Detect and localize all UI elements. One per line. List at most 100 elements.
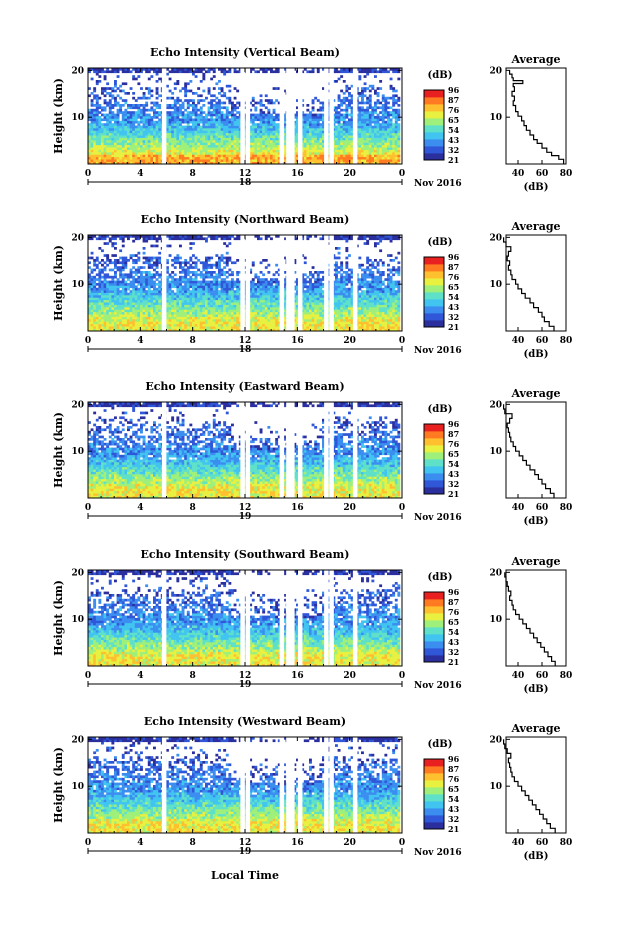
heatmap-cell [392, 152, 396, 155]
heatmap-cell [311, 307, 315, 310]
heatmap-cell [119, 140, 123, 143]
heatmap-cell [199, 118, 203, 122]
heatmap-cell [309, 326, 312, 329]
heatmap-cell [379, 135, 383, 138]
heatmap-cell [127, 142, 130, 146]
heatmap-cell [114, 304, 117, 308]
heatmap-cell [173, 140, 177, 143]
heatmap-cell [249, 70, 253, 74]
heatmap-cell [223, 161, 227, 165]
heatmap-cell [215, 156, 219, 160]
heatmap-cell [147, 328, 151, 332]
heatmap-cell [381, 328, 385, 332]
heatmap-cell [335, 309, 338, 313]
heatmap-cell [236, 326, 240, 329]
heatmap-cell [303, 125, 307, 129]
heatmap-cell [95, 304, 99, 308]
heatmap-cell [340, 75, 344, 78]
heatmap-cell [155, 311, 159, 315]
heatmap-cell [374, 68, 377, 71]
heatmap-cell [350, 140, 354, 143]
heatmap-cell [267, 116, 271, 119]
heatmap-cell [106, 68, 110, 71]
heatmap-cell [309, 302, 312, 305]
heatmap-cell [389, 140, 393, 143]
heatmap-cell [218, 120, 221, 124]
heatmap-cell [337, 125, 341, 129]
heatmap-cell [168, 118, 172, 122]
heatmap-cell [358, 147, 362, 150]
heatmap-cell [137, 142, 141, 146]
heatmap-cell [140, 125, 143, 129]
heatmap-cell [98, 311, 102, 315]
heatmap-cell [384, 144, 388, 148]
heatmap-cell [236, 309, 240, 313]
heatmap-cell [142, 307, 146, 310]
heatmap-cell [231, 111, 234, 114]
heatmap-cell [93, 125, 97, 129]
heatmap-cell [231, 104, 234, 107]
heatmap-cell [394, 128, 398, 131]
heatmap-cell [114, 82, 117, 86]
heatmap-cell [366, 149, 370, 153]
heatmap-cell [189, 156, 193, 160]
heatmap-cell [384, 128, 388, 131]
heatmap-cell [244, 120, 247, 124]
heatmap-cell [381, 156, 385, 160]
heatmap-cell [134, 154, 138, 158]
heatmap-cell [231, 116, 234, 119]
heatmap-cell [350, 120, 354, 124]
heatmap-cell [103, 118, 107, 122]
heatmap-cell [127, 68, 130, 71]
heatmap-cell [231, 144, 234, 148]
heatmap-cell [225, 326, 229, 329]
heatmap-cell [225, 161, 229, 165]
heatmap-cell [119, 84, 123, 88]
heatmap-cell [129, 154, 133, 158]
heatmap-cell [119, 89, 123, 93]
heatmap-cell [189, 144, 193, 148]
heatmap-cell [205, 123, 208, 126]
heatmap-cell [345, 321, 349, 325]
heatmap-cell [368, 94, 372, 98]
heatmap-cell [322, 68, 325, 71]
heatmap-cell [171, 125, 175, 129]
heatmap-cell [166, 307, 169, 310]
heatmap-cell [88, 123, 91, 126]
heatmap-cell [272, 299, 276, 303]
heatmap-cell [272, 156, 276, 160]
colorbar-segment [424, 146, 444, 154]
heatmap-cell [95, 316, 99, 320]
heatmap-cell [363, 326, 367, 329]
heatmap-cell [127, 135, 130, 138]
heatmap-cell [181, 68, 185, 71]
heatmap-cell [140, 120, 143, 124]
heatmap-cell [184, 137, 188, 141]
heatmap-cell [218, 130, 221, 134]
heatmap-cell [142, 321, 146, 325]
heatmap-cell [301, 307, 305, 310]
heatmap-cell [88, 144, 91, 148]
heatmap-cell [137, 123, 141, 126]
heatmap-cell [394, 154, 398, 158]
heatmap-cell [249, 311, 253, 315]
heatmap-cell [155, 161, 159, 165]
heatmap-cell [142, 299, 146, 303]
heatmap-cell [309, 309, 312, 313]
heatmap-cell [259, 152, 263, 155]
heatmap-cell [153, 321, 156, 325]
heatmap-cell [270, 120, 273, 124]
heatmap-cell [186, 307, 190, 310]
heatmap-cell [270, 311, 273, 315]
heatmap-cell [275, 149, 279, 153]
heatmap-cell [251, 309, 255, 313]
heatmap-cell [311, 68, 315, 71]
heatmap-cell [249, 137, 253, 141]
heatmap-cell [205, 321, 208, 325]
heatmap-cell [259, 123, 263, 126]
heatmap-cell [366, 111, 370, 114]
heatmap-cell [259, 125, 263, 129]
heatmap-cell [186, 323, 190, 327]
heatmap-cell [212, 70, 216, 74]
heatmap-cell [153, 137, 156, 141]
